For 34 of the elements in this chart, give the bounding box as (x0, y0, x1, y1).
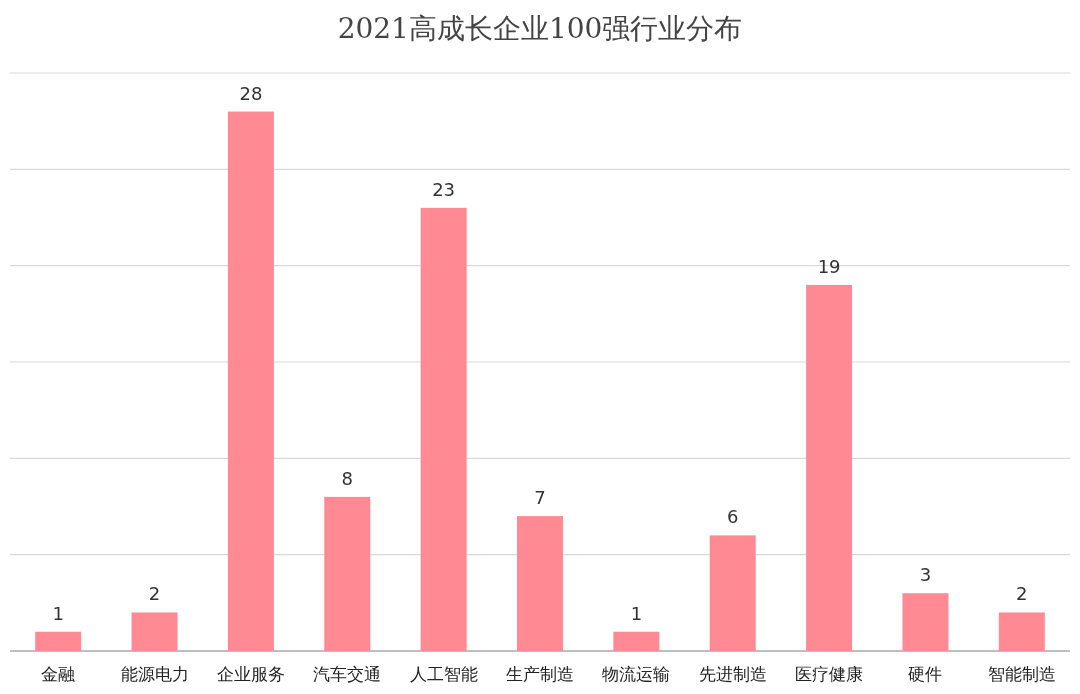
x-tick-label: 智能制造 (987, 664, 1056, 684)
bar (709, 535, 756, 651)
bar (131, 612, 178, 651)
x-tick-label: 汽车交通 (313, 664, 382, 684)
bar (324, 496, 371, 651)
x-tick-label: 先进制造 (698, 664, 767, 684)
data-label: 2 (148, 583, 161, 605)
x-tick-label: 金融 (41, 664, 76, 684)
data-label: 2 (1016, 583, 1028, 605)
data-label: 28 (239, 82, 263, 104)
data-label: 8 (341, 467, 353, 489)
bar (613, 631, 660, 651)
x-tick-label: 能源电力 (120, 664, 189, 684)
bar (902, 593, 949, 651)
chart-title: 2021高成长企业100强行业分布 (337, 12, 743, 45)
bar (35, 631, 82, 651)
bar (806, 284, 853, 651)
x-tick-label: 生产制造 (506, 664, 574, 684)
data-label: 3 (919, 564, 932, 586)
x-tick-label: 医疗健康 (795, 664, 864, 684)
data-label: 1 (630, 602, 643, 624)
data-label: 23 (432, 178, 456, 200)
bar (420, 207, 467, 651)
x-tick-label: 硬件 (908, 664, 943, 684)
data-label: 6 (727, 506, 739, 528)
bar (517, 516, 563, 651)
bar (998, 612, 1045, 651)
x-tick-label: 人工智能 (409, 664, 478, 684)
data-label: 7 (534, 487, 546, 509)
x-tick-label: 物流运输 (602, 664, 671, 684)
data-label: 19 (817, 255, 841, 277)
data-label: 1 (52, 602, 64, 624)
bar (227, 111, 274, 651)
x-tick-label: 企业服务 (216, 664, 285, 684)
